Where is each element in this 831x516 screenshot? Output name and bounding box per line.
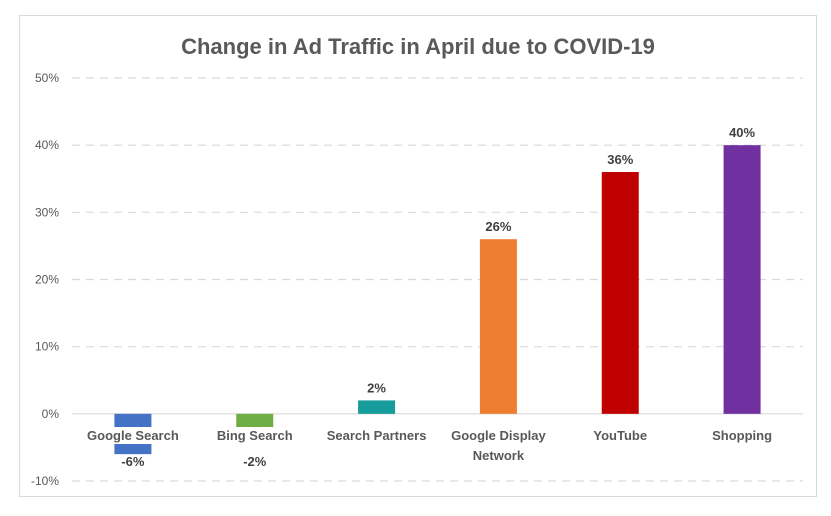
bar: [601, 172, 639, 414]
category-label: Network: [473, 448, 525, 463]
bar: [479, 239, 517, 414]
y-tick-label: 0%: [42, 407, 60, 421]
data-label: -6%: [121, 454, 145, 469]
category-label-bg: [324, 427, 429, 444]
bar: [358, 400, 396, 414]
data-label: 2%: [367, 380, 386, 395]
category-label-bg: [591, 427, 650, 444]
x-axis-categories: Google Search Bing Search Search Partners G…: [85, 427, 775, 464]
bars: [114, 145, 761, 455]
data-label: 36%: [607, 152, 633, 167]
bar: [723, 145, 761, 414]
data-label: 26%: [485, 219, 511, 234]
gridlines: [72, 77, 803, 482]
y-tick-label: 30%: [35, 205, 59, 219]
category-label: Shopping: [712, 428, 772, 443]
data-label: 40%: [729, 125, 755, 140]
y-tick-label: 40%: [35, 138, 59, 152]
bar: [236, 413, 274, 428]
category-label: Bing Search: [217, 428, 293, 443]
category-label-bg: [85, 427, 181, 444]
y-axis-ticks: -10% 0% 10% 20% 30% 40% 50%: [31, 71, 59, 488]
y-tick-label: 50%: [35, 71, 59, 85]
category-label: Google Search: [87, 428, 179, 443]
data-labels: -6% -2% 2% 26% 36% 40%: [121, 125, 755, 469]
chart-title: Change in Ad Traffic in April due to COV…: [181, 34, 655, 59]
category-label: Google Display: [451, 428, 546, 443]
category-label-bg: [710, 427, 775, 444]
category-label: YouTube: [593, 428, 647, 443]
y-tick-label: 10%: [35, 340, 59, 354]
chart-frame: [19, 15, 817, 497]
category-label-bg: [449, 427, 549, 444]
category-label-bg: [470, 447, 527, 464]
category-label: Search Partners: [327, 428, 427, 443]
y-tick-label: 20%: [35, 273, 59, 287]
y-tick-label: -10%: [31, 474, 59, 488]
data-label: -2%: [243, 454, 267, 469]
category-label-bg: [214, 427, 295, 444]
